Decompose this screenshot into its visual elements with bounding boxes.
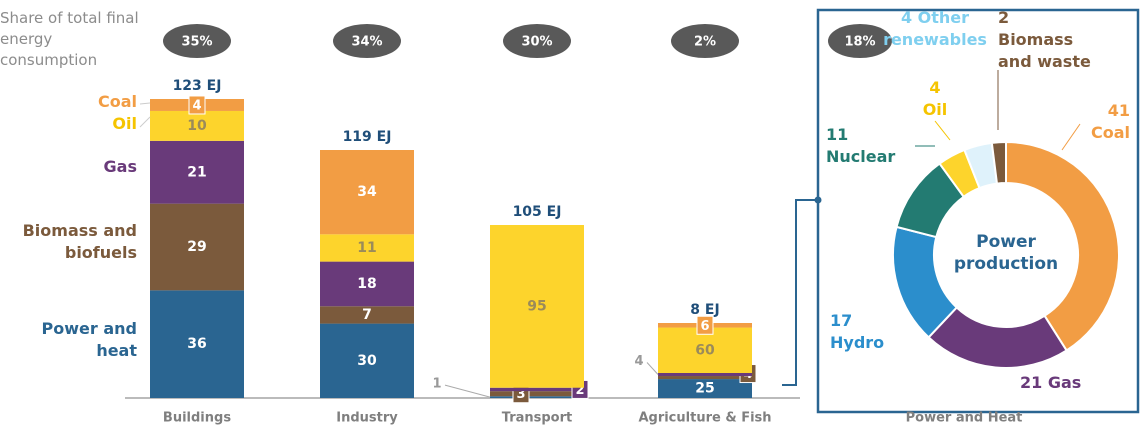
donut-name: Other renewables	[883, 8, 987, 49]
donut-value: 2	[998, 8, 1010, 27]
share-label: 34%	[351, 35, 382, 50]
leader	[646, 362, 659, 375]
value-label: 29	[187, 239, 206, 255]
share-pill	[163, 24, 231, 58]
leader	[139, 102, 151, 105]
center-label: Power production	[953, 232, 1059, 274]
donut-label: 21 Gas	[1020, 372, 1110, 394]
share-label: 2%	[694, 35, 716, 50]
donut-value: 21	[1020, 373, 1043, 392]
donut-value: 4	[929, 78, 941, 97]
donut-label: 41 Coal	[1040, 100, 1130, 144]
share-pill	[503, 24, 571, 58]
donut-value: 11	[826, 125, 849, 144]
value-label: 25	[695, 381, 714, 397]
bar-segment	[320, 306, 414, 324]
connector-dot	[814, 196, 822, 204]
bar-segment	[490, 396, 584, 398]
donut-slice	[1005, 140, 1120, 352]
series-label: Oil	[112, 114, 137, 133]
value-label: 3	[516, 387, 525, 402]
share-note: Share of total final energy consumption	[0, 9, 139, 69]
total-label: 123 EJ	[173, 78, 222, 94]
series-label: Power and heat	[41, 319, 137, 360]
value-label: 21	[187, 164, 206, 180]
bar-segment	[490, 387, 584, 392]
value-label: 60	[695, 342, 715, 358]
donut-name: Gas	[1047, 373, 1082, 392]
donut-value: 17	[830, 311, 853, 330]
value-label: 2	[575, 383, 584, 398]
bar-segment	[658, 379, 752, 398]
value-box	[696, 315, 714, 335]
donut-label: 4 Oil	[900, 77, 970, 121]
bar-segment	[150, 110, 244, 141]
value-label: 4	[192, 98, 201, 113]
donut-name: Hydro	[830, 333, 885, 352]
share-pill	[671, 24, 739, 58]
value-label: 18	[357, 276, 376, 292]
pie-title: Power and Heat	[906, 411, 1023, 426]
share-label: 18%	[844, 35, 875, 50]
frame	[816, 8, 1140, 414]
x-tick-label: Buildings	[163, 411, 231, 426]
value-label: 30	[357, 353, 377, 369]
value-box	[188, 95, 206, 115]
donut-name: Biomass and waste	[998, 30, 1091, 71]
bar-segment	[490, 225, 584, 388]
value-label: 7	[362, 307, 372, 323]
share-label: 35%	[181, 35, 212, 50]
value-label: 11	[357, 240, 376, 256]
total-label: 119 EJ	[343, 129, 392, 145]
bar-segment	[320, 323, 414, 398]
connector	[782, 199, 818, 386]
value-label: 95	[527, 298, 546, 314]
leader	[139, 116, 151, 128]
bar-segment	[150, 290, 244, 398]
leader	[444, 384, 491, 398]
bar-segment	[658, 376, 752, 380]
donut-name: Oil	[922, 100, 948, 119]
x-tick-label: Transport	[502, 411, 572, 426]
value-label: 1	[432, 377, 441, 392]
series-label: Gas	[103, 157, 137, 176]
share-pill	[333, 24, 401, 58]
bar-segment	[150, 140, 244, 204]
donut-label: 11 Nuclear	[826, 124, 916, 168]
total-label: 105 EJ	[513, 204, 562, 220]
donut-name: Nuclear	[826, 147, 896, 166]
x-tick-label: Agriculture & Fish	[638, 411, 771, 426]
bar-segment	[320, 150, 414, 235]
bar-segment	[320, 261, 414, 307]
value-label: 6	[700, 319, 709, 334]
share-label: 30%	[521, 35, 552, 50]
donut-label: 4 Other renewables	[870, 7, 1000, 51]
donut-value: 4	[900, 8, 913, 27]
donut-label: 17 Hydro	[830, 310, 910, 354]
leader	[934, 120, 951, 141]
bar-segment	[150, 203, 244, 291]
bar-segment	[658, 327, 752, 373]
value-label: 4	[634, 354, 643, 369]
donut-value: 41	[1107, 101, 1130, 120]
leader	[1061, 123, 1081, 151]
series-label: Coal	[97, 92, 137, 111]
donut-name: Coal	[1090, 123, 1130, 142]
value-label: 10	[187, 118, 207, 134]
value-label: 34	[357, 184, 377, 200]
bar-segment	[490, 391, 584, 397]
share-pill	[828, 24, 892, 58]
series-label: Biomass and biofuels	[22, 221, 137, 262]
value-label: 36	[187, 336, 206, 352]
bar-segment	[658, 373, 752, 377]
x-tick-label: Industry	[336, 411, 398, 426]
donut-label: 2 Biomass and waste	[998, 7, 1108, 73]
total-label: 8 EJ	[690, 302, 719, 318]
bar-segment	[320, 234, 414, 262]
donut-slice	[990, 140, 1007, 185]
